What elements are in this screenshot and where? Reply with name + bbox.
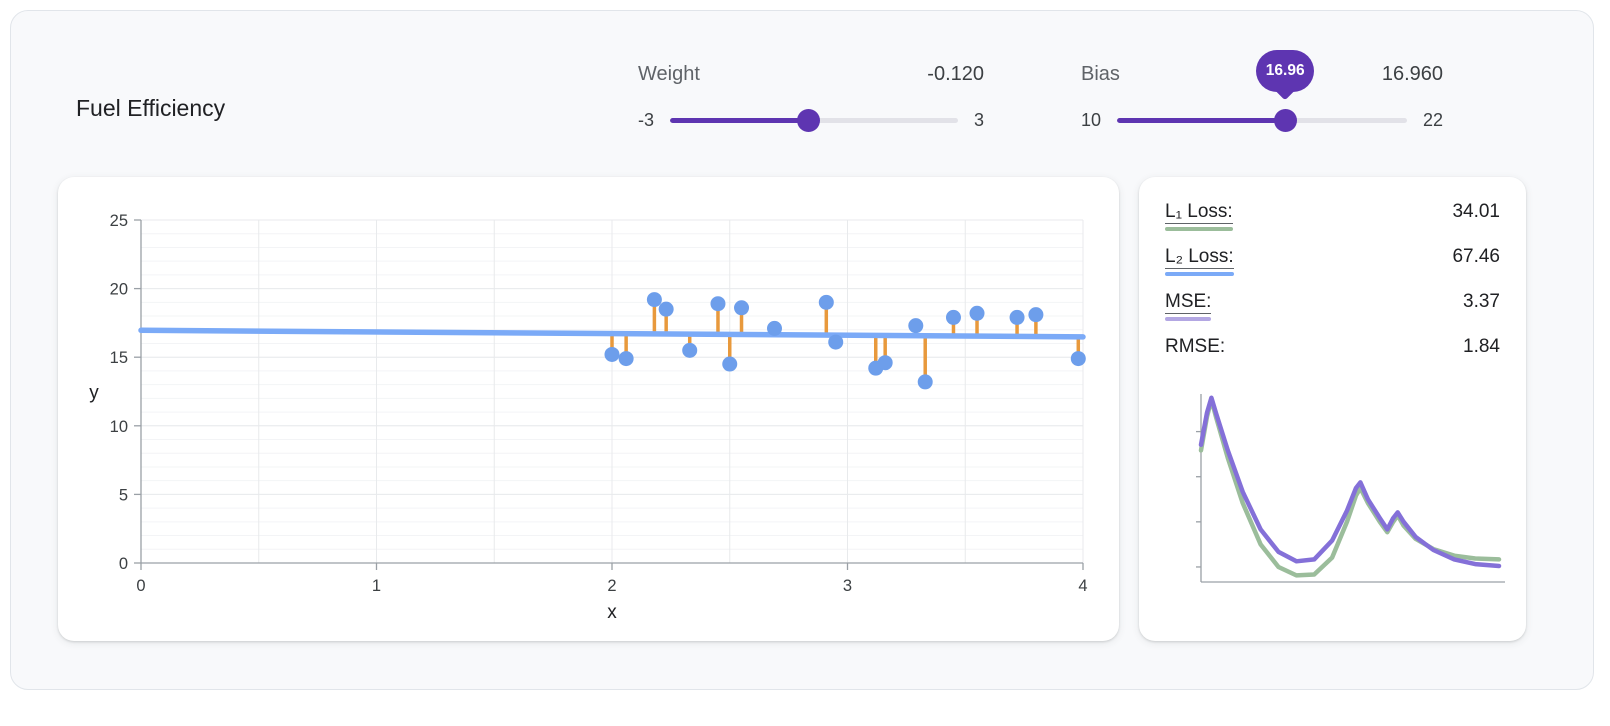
metric-row-l1: L₁ Loss: 34.01 [1165, 201, 1500, 231]
weight-min-label: -3 [638, 109, 655, 130]
l1-loss-label: L₁ Loss: [1165, 201, 1233, 231]
svg-text:5: 5 [119, 486, 128, 504]
weight-value: -0.120 [927, 63, 984, 85]
bias-slider[interactable]: 16.96 [1117, 50, 1407, 132]
weight-label: Weight [638, 63, 700, 85]
svg-text:10: 10 [110, 418, 128, 436]
bias-value-bubble: 16.96 [1256, 50, 1315, 92]
mse-label: MSE: [1165, 291, 1212, 321]
bias-slider-track[interactable] [1117, 118, 1407, 123]
fit-chart: 0 5 10 15 20 25 0 1 2 3 4 y x [89, 212, 1087, 623]
metric-row-rmse: RMSE: 1.84 [1165, 336, 1500, 364]
bias-slider-thumb[interactable] [1274, 109, 1298, 132]
bias-control: Bias 16.960 10 16.96 22 [1081, 50, 1443, 132]
rmse-value: 1.84 [1463, 336, 1500, 357]
loss-metrics-card: L₁ Loss: 34.01 L₂ Loss: 67.46 MSE: 3.37 … [1139, 177, 1526, 641]
mse-legend-swatch [1165, 317, 1212, 321]
rmse-label: RMSE: [1165, 336, 1226, 357]
svg-text:0: 0 [136, 577, 145, 595]
l1-loss-value: 34.01 [1452, 201, 1500, 222]
svg-text:25: 25 [110, 212, 128, 230]
svg-text:0: 0 [119, 555, 128, 573]
weight-control: Weight -0.120 -3 3 [638, 63, 984, 132]
weight-slider[interactable] [670, 108, 958, 132]
bias-value: 16.960 [1381, 63, 1443, 85]
svg-text:15: 15 [110, 349, 128, 367]
svg-text:x: x [607, 602, 617, 623]
l2-loss-value: 67.46 [1452, 246, 1500, 267]
svg-text:20: 20 [110, 281, 128, 299]
page-title: Fuel Efficiency [76, 95, 226, 121]
svg-text:4: 4 [1078, 577, 1087, 595]
app-panel: Fuel Efficiency Weight -0.120 -3 3 Bias … [10, 10, 1594, 690]
bias-max-label: 22 [1422, 109, 1443, 130]
bias-label: Bias [1081, 63, 1120, 85]
svg-text:y: y [89, 383, 99, 404]
weight-max-label: 3 [973, 109, 984, 130]
bias-slider-fill [1117, 118, 1286, 123]
weight-slider-fill [670, 118, 809, 123]
bias-min-label: 10 [1081, 109, 1102, 130]
mse-value: 3.37 [1463, 291, 1500, 312]
svg-text:2: 2 [607, 577, 616, 595]
weight-slider-thumb[interactable] [797, 109, 821, 132]
l2-legend-swatch [1165, 272, 1234, 276]
l2-loss-label: L₂ Loss: [1165, 246, 1234, 276]
metric-row-l2: L₂ Loss: 67.46 [1165, 246, 1500, 276]
metric-row-mse: MSE: 3.37 [1165, 291, 1500, 321]
fit-chart-card: 0 5 10 15 20 25 0 1 2 3 4 y x [58, 177, 1119, 641]
loss-history-chart [1196, 394, 1505, 583]
svg-text:3: 3 [843, 577, 852, 595]
l1-legend-swatch [1165, 227, 1233, 231]
svg-text:1: 1 [372, 577, 381, 595]
